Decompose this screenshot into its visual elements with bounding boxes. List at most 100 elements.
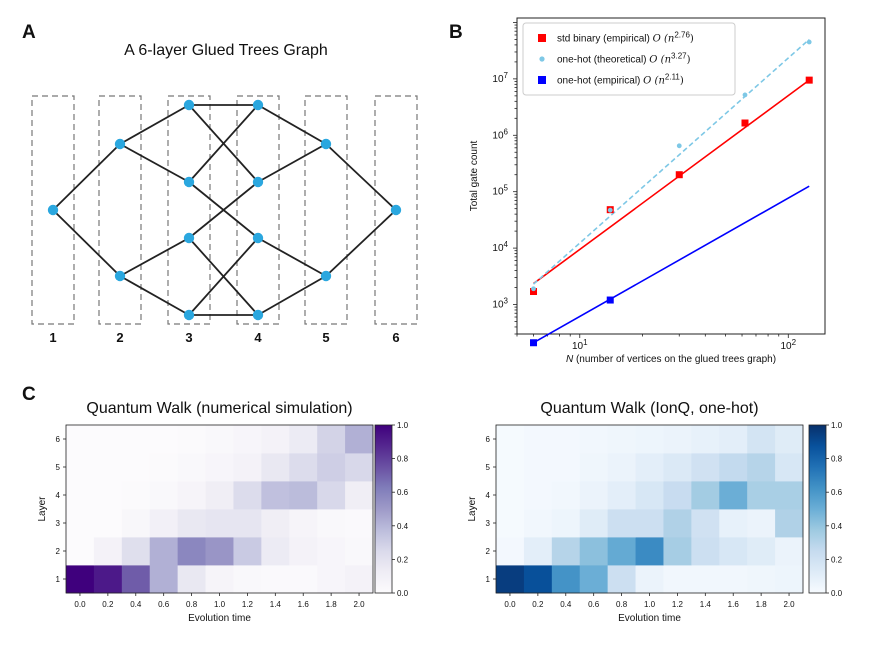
x-tick-label: 1.2 [242,600,254,609]
heatmap-cell [579,453,609,482]
heatmap-cell [149,453,179,482]
heatmap-cell [261,537,290,566]
heatmap-cell [177,537,206,566]
heatmap-cell [747,509,776,538]
heatmap-cell [261,565,290,594]
gate-count-y-label: Total gate count [469,140,480,211]
heatmap-cell [607,425,636,454]
heatmap-cell [775,481,804,510]
heatmap-cell [66,425,95,454]
heatmap-cell [233,537,262,566]
heatmap-cell [663,425,692,454]
heatmap-cell [345,425,374,454]
data-point [606,296,614,304]
heatmap-cell [719,453,748,482]
x-tick-label: 1.2 [672,600,684,609]
heatmap-cell [121,481,151,510]
heatmap-cell [121,425,151,454]
heatmap-cell [149,509,179,538]
heatmap-cell [317,509,346,538]
heatmap-cell [747,453,776,482]
heatmap-ionq: Quantum Walk (IonQ, one-hot) 0.0 0.2 0.4 0.6… [467,400,843,624]
heatmap-cell [579,537,609,566]
heatmap-cell [691,565,720,594]
heatmap-cell [66,453,95,482]
heatmap-cell [496,481,525,510]
legend-box [522,22,736,96]
heatmap-cell [317,481,346,510]
colorbar-tick-label: 0.0 [831,589,843,598]
heatmap-cell [775,453,804,482]
legend-label: std binary (empirical) O (n2.76) [557,31,694,45]
data-point [805,76,813,84]
y-tick-label: 103 [492,297,508,311]
heatmap-cell [121,537,151,566]
heatmap-cell [579,481,609,510]
graph-edge [257,104,327,145]
heatmap-cell [233,453,262,482]
fit-line [533,79,810,285]
y-tick-label: 1 [56,575,61,584]
layer-box [304,95,348,325]
data-point [741,119,749,127]
heatmap-cell [93,425,123,454]
data-point [531,286,536,292]
heatmap-cell [747,425,776,454]
colorbar-tick-label: 0.4 [397,522,409,531]
legend-marker [539,56,545,62]
heatmap-cell [66,509,95,538]
y-tick-label: 6 [56,435,61,444]
x-tick-label: 1.6 [728,600,740,609]
heatmap-cell [719,481,748,510]
x-tick-label: 0.2 [532,600,544,609]
y-tick-label: 2 [56,547,61,556]
heatmap-cell [607,565,636,594]
heatmap-cell [551,425,581,454]
heatmap-cell [149,537,179,566]
graph-edge [325,143,397,211]
colorbar-tick-label: 0.6 [831,488,843,497]
heatmap-cell [607,509,636,538]
x-tick-label: 1.8 [326,600,338,609]
heatmap-cell [635,453,664,482]
layer-label: 2 [116,330,123,345]
heatmap-cell [177,565,206,594]
heatmap-cell [635,481,664,510]
x-tick-label: 0.4 [130,600,142,609]
panel-letter-a: A [22,22,36,43]
colorbar-tick-label: 0.8 [831,455,843,464]
data-point [675,171,683,179]
heatmap-x-label: Evolution time [618,613,681,624]
heatmap-cell [177,425,206,454]
y-tick-label: 6 [486,435,491,444]
heatmap-cell [233,565,262,594]
x-tick-label: 0.6 [158,600,170,609]
data-point [530,288,538,296]
x-tick-label: 0.6 [588,600,600,609]
heatmap-cell [719,509,748,538]
y-tick-label: 4 [486,491,491,500]
heatmap-cell [317,425,346,454]
colorbar [374,424,393,594]
heatmap-cell [177,509,206,538]
heatmap-cell [496,565,525,594]
fit-line [532,38,810,285]
data-point [676,143,682,149]
y-tick-label: 5 [56,463,61,472]
panel-letter-b: B [449,22,463,43]
graph-edge [188,181,259,239]
heatmap-cell [261,425,290,454]
heatmap-cell [719,565,748,594]
heatmap-cell [747,565,776,594]
graph-node [252,99,264,111]
data-point [806,39,812,45]
graph-node [252,176,264,188]
heatmap-cell [317,453,346,482]
y-tick-label: 2 [486,547,491,556]
heatmap-cell [289,565,318,594]
heatmap-cell [149,481,179,510]
heatmap-cell [551,565,581,594]
graph-node [183,176,195,188]
heatmap-cell [205,509,234,538]
heatmap-cell [345,509,374,538]
